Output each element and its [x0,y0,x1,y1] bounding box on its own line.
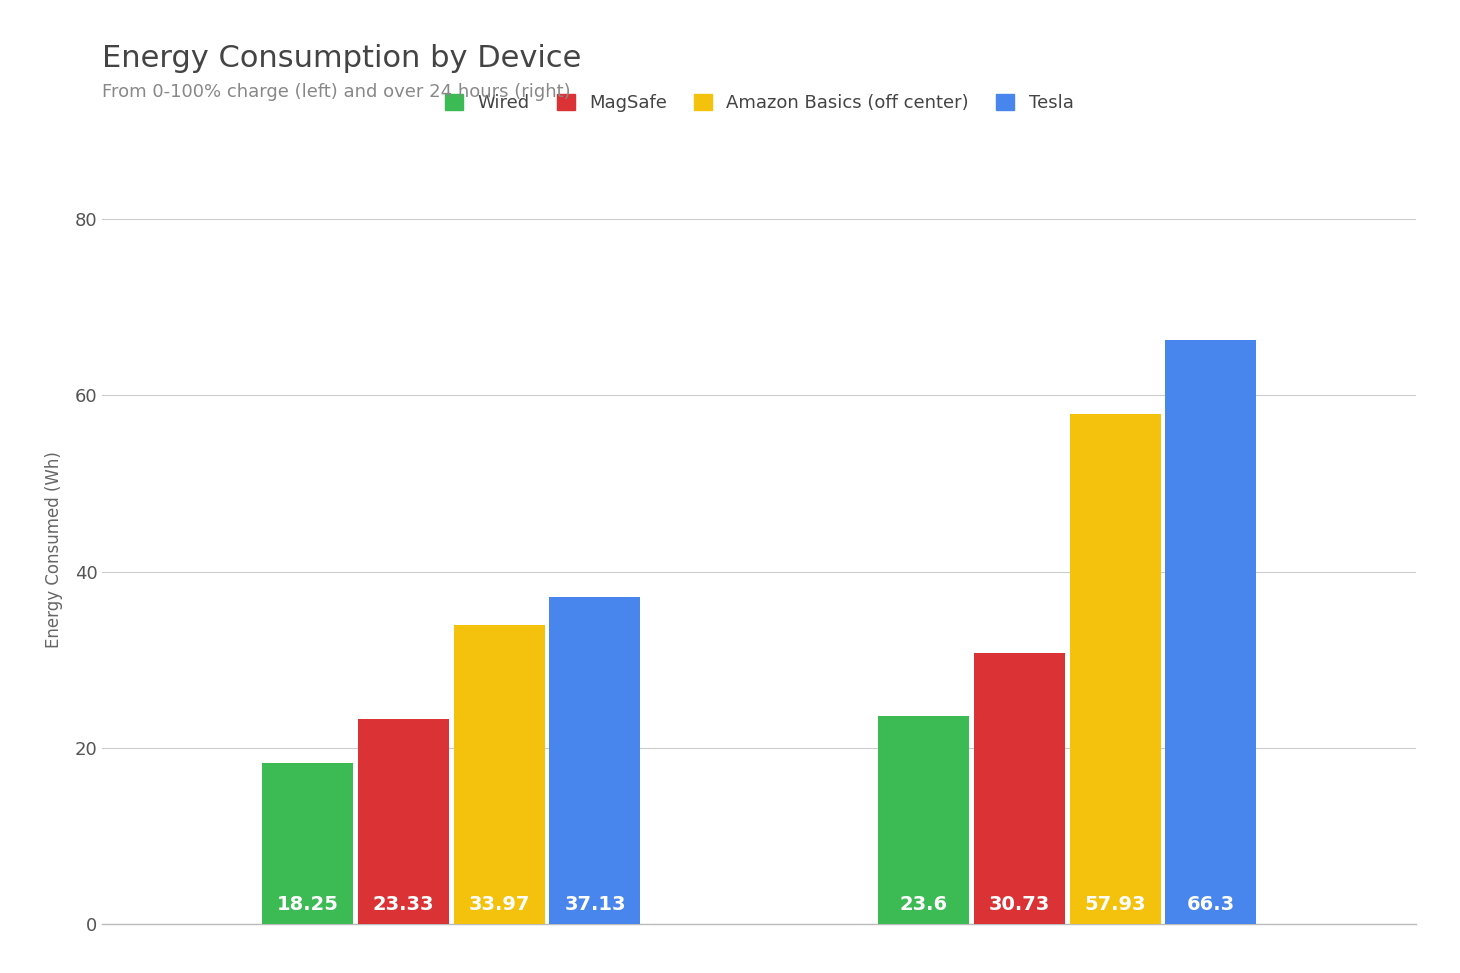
Text: 57.93: 57.93 [1085,895,1146,914]
Bar [261,764,353,924]
Bar [358,719,448,924]
Text: 30.73: 30.73 [988,895,1050,914]
Bar [1165,340,1257,924]
Text: From 0-100% charge (left) and over 24 hours (right): From 0-100% charge (left) and over 24 ho… [102,83,571,100]
Text: 37.13: 37.13 [564,895,626,914]
Bar [1070,414,1161,924]
Bar [454,625,545,924]
Text: Energy Consumption by Device: Energy Consumption by Device [102,44,581,73]
Bar [974,654,1064,924]
Text: 23.33: 23.33 [372,895,434,914]
Y-axis label: Energy Consumed (Wh): Energy Consumed (Wh) [45,451,63,648]
Legend: Wired, MagSafe, Amazon Basics (off center), Tesla: Wired, MagSafe, Amazon Basics (off cente… [438,87,1080,120]
Text: 18.25: 18.25 [276,895,339,914]
Text: 33.97: 33.97 [469,895,530,914]
Text: 23.6: 23.6 [899,895,948,914]
Bar [549,597,641,924]
Text: 66.3: 66.3 [1187,895,1235,914]
Bar [877,716,969,924]
